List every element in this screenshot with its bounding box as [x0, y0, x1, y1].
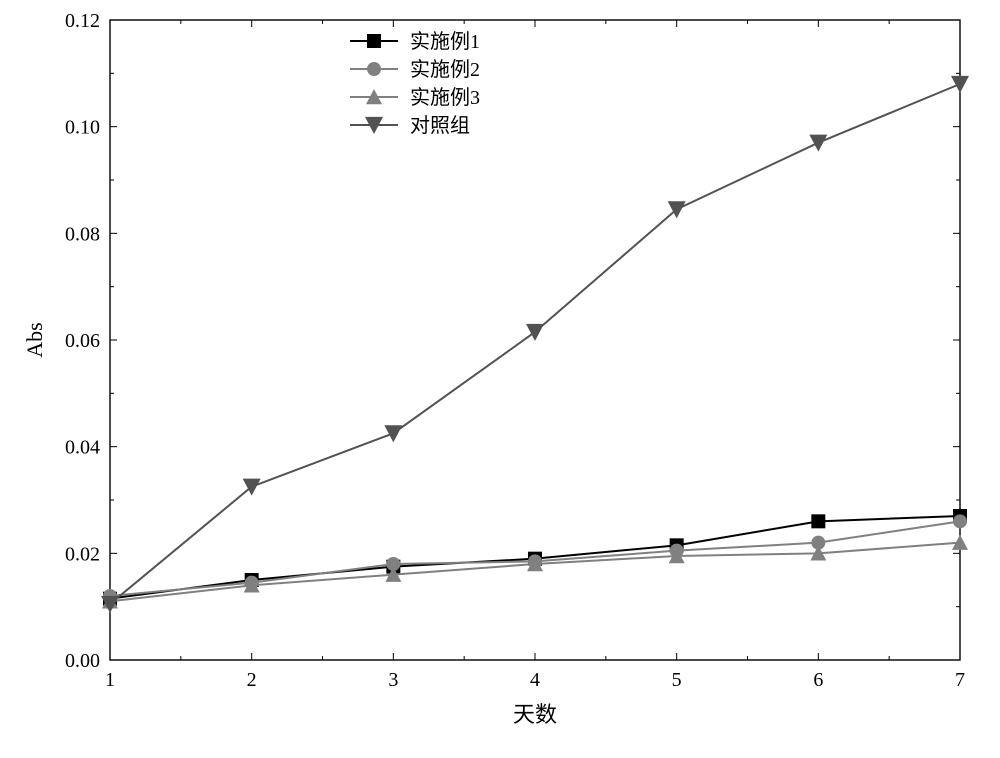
- x-tick-label: 2: [247, 669, 257, 691]
- chart-container: 1 2 3 4 5 6 7 天数 0.00 0.02 0.04 0.06 0.08 0.10 0.12 Abs…: [0, 0, 1000, 758]
- series-marker-ctrl: [526, 324, 544, 341]
- legend-label-s3: 实施例3: [410, 86, 480, 109]
- legend-marker-s1: [367, 34, 381, 48]
- x-tick-label: 5: [672, 669, 682, 691]
- y-axis-label: Abs: [22, 322, 47, 357]
- x-tick-label: 3: [388, 669, 398, 691]
- series-marker-ctrl: [951, 76, 969, 93]
- series-line-ctrl: [110, 84, 960, 604]
- legend-label-s2: 实施例2: [410, 58, 480, 81]
- legend-label-ctrl: 对照组: [410, 114, 470, 137]
- x-tick-label: 1: [105, 669, 115, 691]
- y-tick-label: 0.12: [65, 10, 100, 32]
- x-tick-label: 7: [955, 669, 965, 691]
- y-tick-label: 0.04: [65, 437, 100, 459]
- y-tick-label: 0.06: [65, 330, 100, 352]
- legend-label-s1: 实施例1: [410, 30, 480, 53]
- x-tick-label: 4: [530, 669, 540, 691]
- y-tick-label: 0.00: [65, 650, 100, 672]
- series-marker-s2: [953, 514, 967, 528]
- y-tick-label: 0.08: [65, 223, 100, 245]
- series-marker-ctrl: [384, 425, 402, 442]
- series-line-s3: [110, 543, 960, 602]
- y-tick-label: 0.02: [65, 543, 100, 565]
- line-chart: 1 2 3 4 5 6 7 天数 0.00 0.02 0.04 0.06 0.08 0.10 0.12 Abs…: [0, 0, 1000, 758]
- series-marker-ctrl: [809, 135, 827, 152]
- x-axis-label: 天数: [513, 702, 557, 727]
- legend-marker-s2: [367, 62, 381, 76]
- series-marker-s1: [811, 514, 825, 528]
- x-tick-label: 6: [813, 669, 823, 691]
- y-tick-label: 0.10: [65, 117, 100, 139]
